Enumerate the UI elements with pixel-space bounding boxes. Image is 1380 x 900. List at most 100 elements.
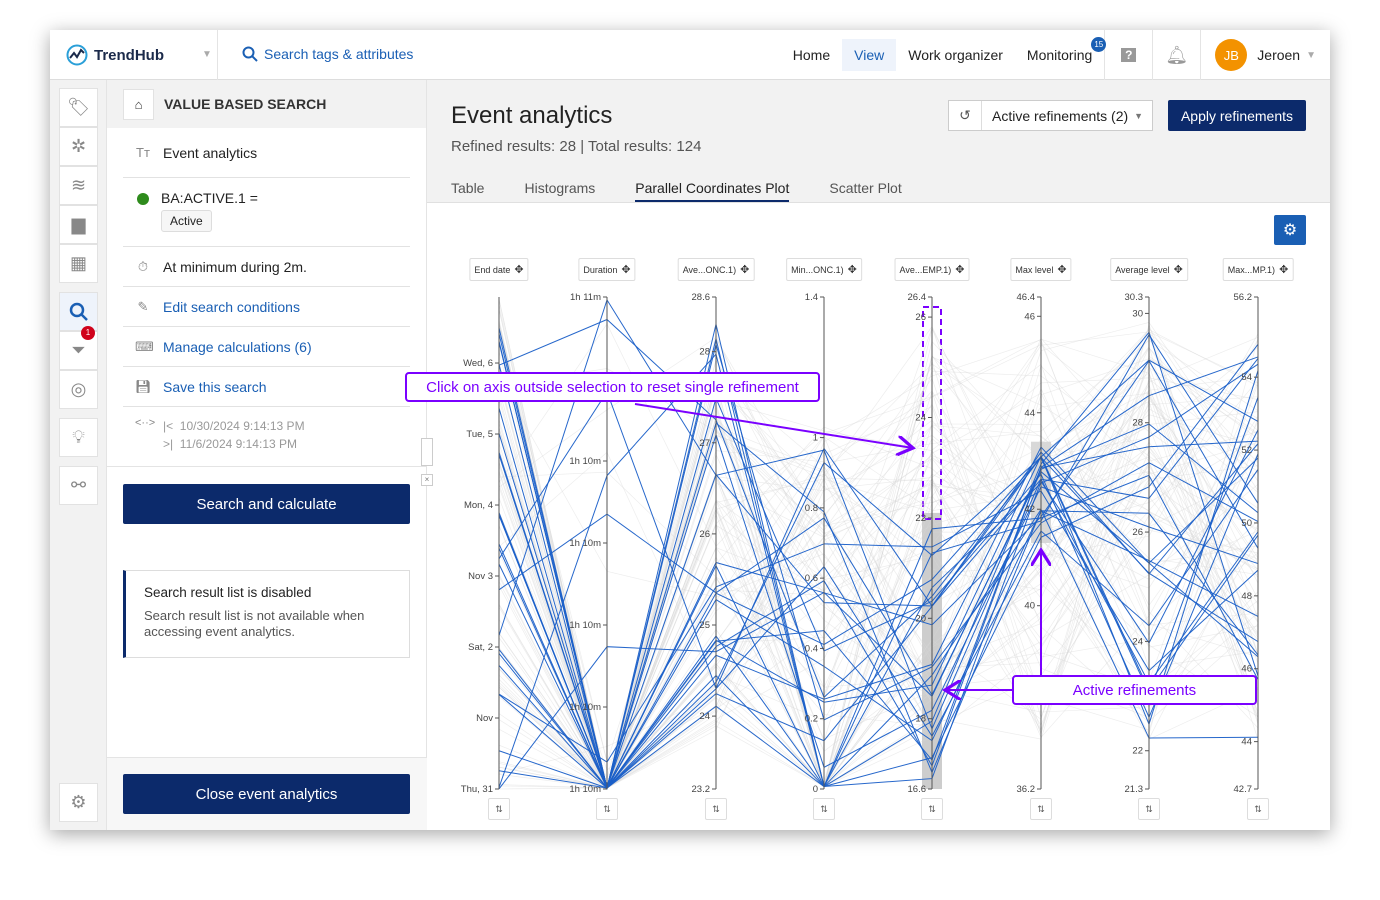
comment-icon[interactable]: ▆ [59,205,98,244]
sort-axis-icon[interactable]: ⇅ [705,798,727,820]
highlighted-line [498,423,1259,790]
tick-label: 1h 10m [569,456,601,467]
axis-header-5[interactable]: Max level ✥ [1010,258,1072,281]
tick-label: 42 [1024,504,1035,515]
tick-label: 36.2 [1017,784,1036,795]
background-line [498,434,1259,789]
plot-settings-gear-icon[interactable]: ⚙ [1274,215,1306,245]
move-axis-icon[interactable]: ✥ [740,264,750,276]
bell-icon[interactable]: 🔔︎ [1152,30,1200,80]
help-icon[interactable]: ? [1104,30,1152,80]
monitoring-badge: 15 [1091,37,1107,52]
axis-label: Ave...EMP.1) [899,264,952,275]
graph-icon[interactable]: ⚯ [59,466,98,505]
tick-label: 24 [1132,636,1143,647]
background-line [498,411,1259,789]
sort-axis-icon[interactable]: ⇅ [1138,798,1160,820]
nav-view[interactable]: View [842,39,897,71]
close-analytics-button[interactable]: Close event analytics [123,774,410,814]
background-line [498,374,1259,790]
main-content: Event analytics Refined results: 28 | To… [427,80,1330,830]
move-axis-icon[interactable]: ✥ [847,264,857,276]
sort-axis-icon[interactable]: ⇅ [1247,798,1269,820]
background-line [498,408,1259,789]
search-icon[interactable] [59,292,98,331]
move-axis-icon[interactable]: ✥ [1057,264,1067,276]
tick-label: 0.4 [805,643,818,654]
move-axis-icon[interactable]: ✥ [955,264,965,276]
filter-icon[interactable]: ⏷ 1 [59,326,98,370]
home-icon[interactable]: ⌂ [123,88,154,120]
nav-monitoring[interactable]: Monitoring 15 [1015,37,1107,71]
tick-label: 16.6 [908,784,927,795]
edit-search-link[interactable]: Edit search conditions [163,298,300,315]
tick-label: Tue, 5 [466,429,493,440]
background-line [498,333,1259,790]
brand-dropdown-icon[interactable]: ▼ [202,49,212,60]
tick-label: 1h 10m [569,784,601,795]
tab-parallel-coordinates[interactable]: Parallel Coordinates Plot [635,180,790,202]
move-axis-icon[interactable]: ✥ [621,264,631,276]
highlighted-line [498,370,1259,789]
move-axis-icon[interactable]: ✥ [1279,264,1289,276]
search-calculate-button[interactable]: Search and calculate [123,484,410,524]
search-name[interactable]: Event analytics [163,144,258,161]
tab-scatter-plot[interactable]: Scatter Plot [829,180,902,196]
background-line [498,377,1259,707]
manage-calculations-link[interactable]: Manage calculations (6) [163,338,312,355]
background-line [498,340,1259,789]
background-line [498,356,1259,789]
axis-label: Duration [583,264,618,275]
nav-work-organizer[interactable]: Work organizer [908,47,1003,63]
background-line [498,370,1259,790]
axis-header-0[interactable]: End date ✥ [469,258,529,281]
nav-home[interactable]: Home [792,47,831,63]
move-axis-icon[interactable]: ✥ [514,264,524,276]
tab-table[interactable]: Table [451,180,485,196]
axis-header-7[interactable]: Max...MP.1) ✥ [1222,258,1294,281]
tab-histograms[interactable]: Histograms [524,180,596,196]
tick-label: 25 [699,620,710,631]
dashboard-icon[interactable]: ▦ [59,244,98,283]
background-line [498,465,1259,789]
background-line [498,381,1259,789]
sort-axis-icon[interactable]: ⇅ [921,798,943,820]
sort-axis-icon[interactable]: ⇅ [813,798,835,820]
notice-text: Search result list is not available when… [144,608,365,639]
gear-icon[interactable]: ⚙ [59,783,98,822]
axis-header-2[interactable]: Ave...ONC.1) ✥ [677,258,755,281]
background-line [498,362,1259,790]
background-line [498,386,1259,789]
highlighted-line [498,298,1259,731]
tick-label: 23.2 [692,784,711,795]
background-line [498,427,1259,789]
axis-header-1[interactable]: Duration ✥ [578,258,636,281]
search-tags-input[interactable]: Search tags & attributes [242,46,413,62]
user-menu[interactable]: JB Jeroen ▼ [1200,30,1330,80]
tick-label: 1h 10m [569,702,601,713]
panel-resize-handle[interactable] [421,438,433,466]
tag-icon[interactable]: 🏷︎ [59,88,98,127]
background-line [498,359,1259,790]
save-search-link[interactable]: Save this search [163,378,267,395]
active-refinements-dropdown[interactable]: ↺ Active refinements (2) ▼ [948,100,1153,131]
sort-axis-icon[interactable]: ⇅ [1030,798,1052,820]
scatter-icon[interactable]: ✲ [59,127,98,166]
layers-icon[interactable]: ≋ [59,166,98,205]
reset-icon[interactable]: ↺ [949,101,982,130]
sort-axis-icon[interactable]: ⇅ [488,798,510,820]
lightbulb-icon[interactable]: 💡︎ [59,418,98,457]
tick-label: Sat, 2 [468,642,493,653]
fingerprint-icon[interactable]: ◎ [59,370,98,409]
move-axis-icon[interactable]: ✥ [1173,264,1183,276]
collapse-panel-icon[interactable]: × [421,474,433,486]
brand-logo[interactable]: TrendHub [66,44,164,66]
sort-axis-icon[interactable]: ⇅ [596,798,618,820]
axis-header-6[interactable]: Average level ✥ [1110,258,1188,281]
tick-label: 26 [1132,527,1143,538]
tick-label: 28 [1132,418,1143,429]
status-dot-icon [137,193,149,205]
apply-refinements-button[interactable]: Apply refinements [1168,100,1306,131]
axis-header-3[interactable]: Min...ONC.1) ✥ [786,258,862,281]
axis-header-4[interactable]: Ave...EMP.1) ✥ [894,258,970,281]
